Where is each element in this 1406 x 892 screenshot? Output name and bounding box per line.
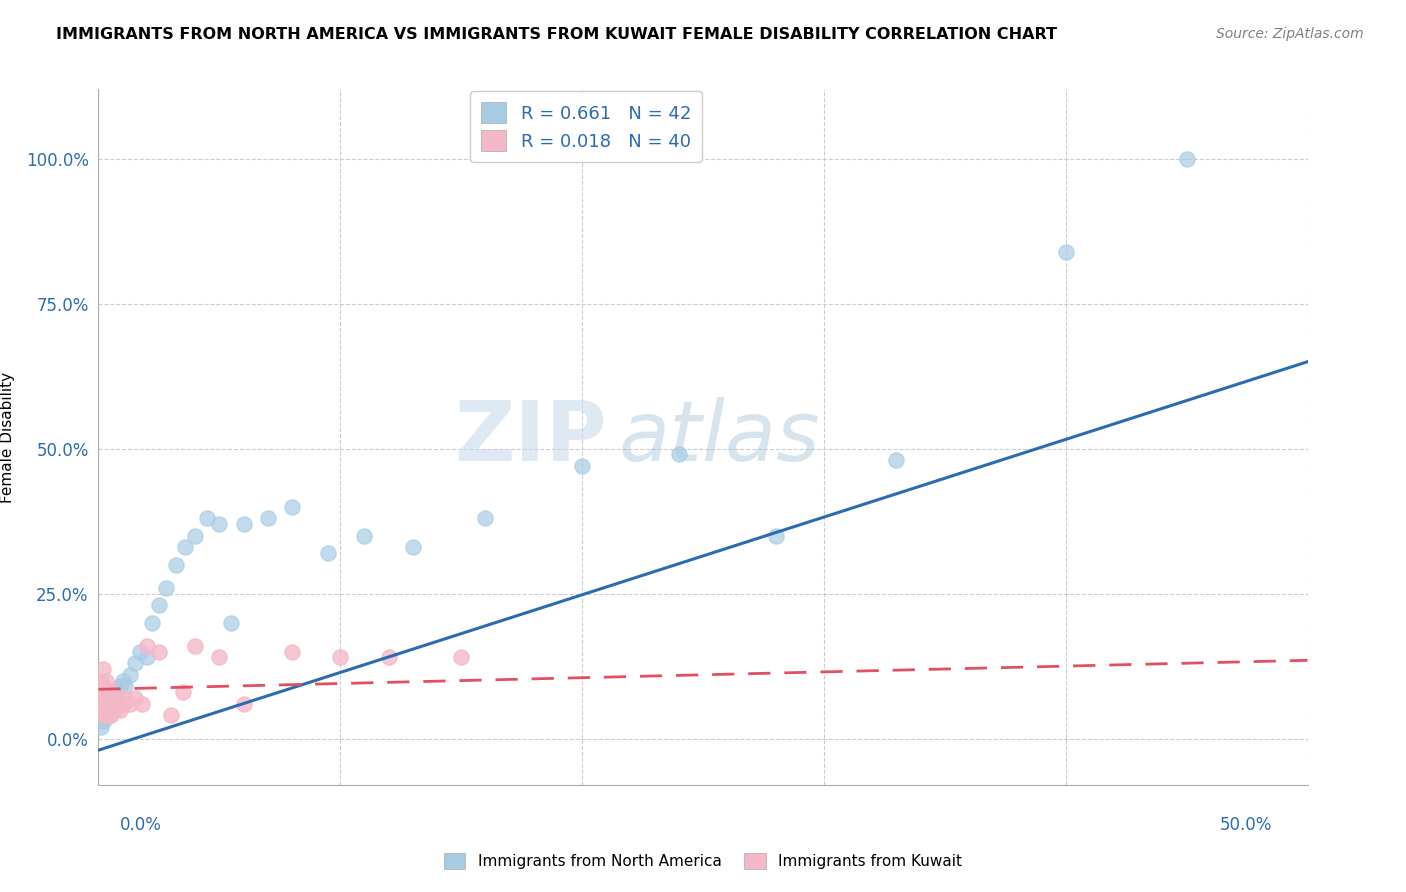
Point [165, 558, 187, 572]
Point [571, 458, 593, 473]
Point [91, 680, 114, 694]
Point [208, 516, 231, 531]
Point [668, 447, 690, 462]
Point [141, 615, 163, 630]
Text: atlas: atlas [619, 397, 820, 477]
Point [232, 697, 254, 711]
Point [124, 657, 146, 671]
Point [101, 685, 124, 699]
Point [90, 685, 112, 699]
Point [114, 690, 136, 705]
Point [221, 615, 243, 630]
Point [184, 528, 207, 542]
Point [94, 673, 117, 688]
Point [474, 511, 496, 525]
Point [135, 650, 157, 665]
Point [377, 650, 399, 665]
Legend: Immigrants from North America, Immigrants from Kuwait: Immigrants from North America, Immigrant… [437, 847, 969, 875]
Point [97, 697, 120, 711]
Point [97, 685, 120, 699]
Point [94, 697, 117, 711]
Point [94, 708, 117, 723]
Point [402, 540, 425, 554]
Point [107, 697, 129, 711]
Point [97, 708, 120, 723]
Point [100, 685, 122, 699]
Point [111, 673, 134, 688]
Point [353, 528, 375, 542]
Point [1175, 152, 1198, 166]
Point [114, 680, 136, 694]
Point [90, 703, 112, 717]
Point [160, 708, 183, 723]
Text: IMMIGRANTS FROM NORTH AMERICA VS IMMIGRANTS FROM KUWAIT FEMALE DISABILITY CORREL: IMMIGRANTS FROM NORTH AMERICA VS IMMIGRA… [56, 27, 1057, 42]
Point [281, 500, 304, 514]
Point [135, 639, 157, 653]
Text: 0.0%: 0.0% [120, 816, 162, 834]
Point [101, 690, 124, 705]
Point [94, 711, 117, 725]
Point [256, 511, 278, 525]
Point [91, 714, 114, 728]
Point [316, 546, 339, 560]
Point [94, 703, 117, 717]
Point [148, 598, 170, 612]
Point [91, 708, 114, 723]
Point [111, 697, 134, 711]
Point [100, 690, 122, 705]
Point [91, 708, 114, 723]
Point [131, 697, 153, 711]
Point [100, 708, 122, 723]
Point [886, 453, 908, 467]
Point [91, 662, 114, 676]
Point [195, 511, 218, 525]
Point [232, 516, 254, 531]
Text: ZIP: ZIP [454, 397, 606, 477]
Point [184, 639, 207, 653]
Point [1054, 244, 1077, 259]
Point [100, 703, 122, 717]
Point [329, 650, 352, 665]
Point [104, 703, 127, 717]
Point [101, 699, 124, 714]
Point [174, 540, 197, 554]
Point [118, 697, 141, 711]
Point [91, 690, 114, 705]
Point [94, 685, 117, 699]
Point [108, 703, 131, 717]
Point [765, 528, 787, 542]
Point [90, 720, 112, 734]
Legend: R = 0.661   N = 42, R = 0.018   N = 40: R = 0.661 N = 42, R = 0.018 N = 40 [470, 91, 702, 161]
Point [104, 690, 127, 705]
Point [281, 644, 304, 658]
Point [90, 697, 112, 711]
Point [155, 581, 177, 595]
Y-axis label: Female Disability: Female Disability [0, 371, 14, 503]
Point [97, 697, 120, 711]
Text: 50.0%: 50.0% [1220, 816, 1272, 834]
Point [208, 650, 231, 665]
Point [172, 685, 194, 699]
Point [450, 650, 472, 665]
Point [108, 680, 131, 694]
Point [118, 667, 141, 681]
Point [124, 690, 146, 705]
Point [100, 697, 122, 711]
Point [101, 703, 124, 717]
Point [107, 682, 129, 697]
Point [104, 688, 127, 702]
Point [90, 673, 112, 688]
Text: Source: ZipAtlas.com: Source: ZipAtlas.com [1216, 27, 1364, 41]
Point [148, 644, 170, 658]
Point [97, 708, 120, 723]
Point [128, 644, 150, 658]
